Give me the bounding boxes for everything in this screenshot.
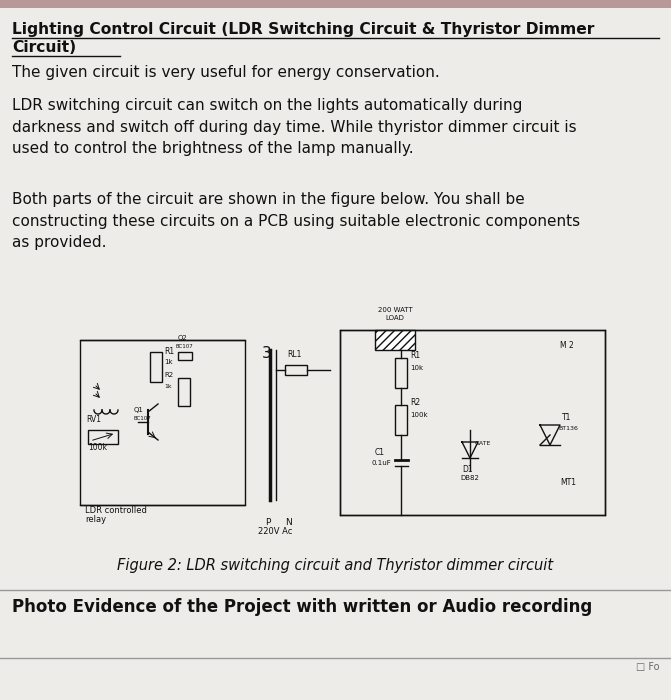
Text: R2: R2 [410, 398, 420, 407]
Bar [178, 352, 192, 360]
Text: LDR switching circuit can switch on the lights automatically during
darkness and: LDR switching circuit can switch on the … [12, 98, 576, 156]
Text: P: P [265, 518, 270, 527]
Bar [285, 365, 307, 375]
Text: The given circuit is very useful for energy conservation.: The given circuit is very useful for ene… [12, 65, 440, 80]
Text: 1k: 1k [164, 384, 172, 389]
Text: LOAD: LOAD [386, 315, 405, 321]
Text: R1: R1 [410, 351, 420, 360]
Bar [375, 330, 415, 350]
Bar [395, 405, 407, 435]
Bar [80, 340, 245, 505]
Bar [0, 0, 671, 8]
Text: 3: 3 [262, 346, 272, 361]
Text: relay: relay [85, 515, 106, 524]
Text: D1: D1 [462, 465, 472, 474]
Text: N: N [285, 518, 292, 527]
Text: Q1: Q1 [134, 407, 144, 413]
Text: C1: C1 [375, 448, 385, 457]
Bar [178, 378, 190, 406]
Text: 220V Ac: 220V Ac [258, 527, 293, 536]
Text: RL1: RL1 [287, 350, 301, 359]
Text: 10k: 10k [410, 365, 423, 371]
Text: R2: R2 [164, 372, 173, 378]
Text: Photo Evidence of the Project with written or Audio recording: Photo Evidence of the Project with writt… [12, 598, 592, 616]
Text: DB82: DB82 [460, 475, 479, 481]
Text: M 2: M 2 [560, 341, 574, 350]
Bar [88, 430, 118, 444]
Text: Figure 2: LDR switching circuit and Thyristor dimmer circuit: Figure 2: LDR switching circuit and Thyr… [117, 558, 553, 573]
Text: BC107: BC107 [176, 344, 194, 349]
Text: BT136: BT136 [558, 426, 578, 431]
Text: RV1: RV1 [86, 415, 101, 424]
Text: Q2: Q2 [178, 335, 188, 341]
Text: 0.1uF: 0.1uF [371, 460, 391, 466]
Bar [340, 330, 605, 515]
Text: Lighting Control Circuit (LDR Switching Circuit & Thyristor Dimmer: Lighting Control Circuit (LDR Switching … [12, 22, 595, 37]
Text: BC107: BC107 [134, 416, 152, 421]
Text: □ Fo: □ Fo [636, 662, 660, 672]
Text: LDR controlled: LDR controlled [85, 506, 147, 515]
Text: 100k: 100k [88, 443, 107, 452]
Text: Circuit): Circuit) [12, 40, 76, 55]
Text: GATE: GATE [475, 441, 491, 446]
Text: 1k: 1k [164, 359, 172, 365]
Bar [150, 352, 162, 382]
Text: 100k: 100k [410, 412, 427, 418]
Text: T1: T1 [562, 413, 572, 422]
Text: Both parts of the circuit are shown in the figure below. You shall be
constructi: Both parts of the circuit are shown in t… [12, 192, 580, 250]
Text: MT1: MT1 [560, 478, 576, 487]
Bar [395, 358, 407, 388]
Text: 200 WATT: 200 WATT [378, 307, 413, 313]
Text: R1: R1 [164, 347, 174, 356]
